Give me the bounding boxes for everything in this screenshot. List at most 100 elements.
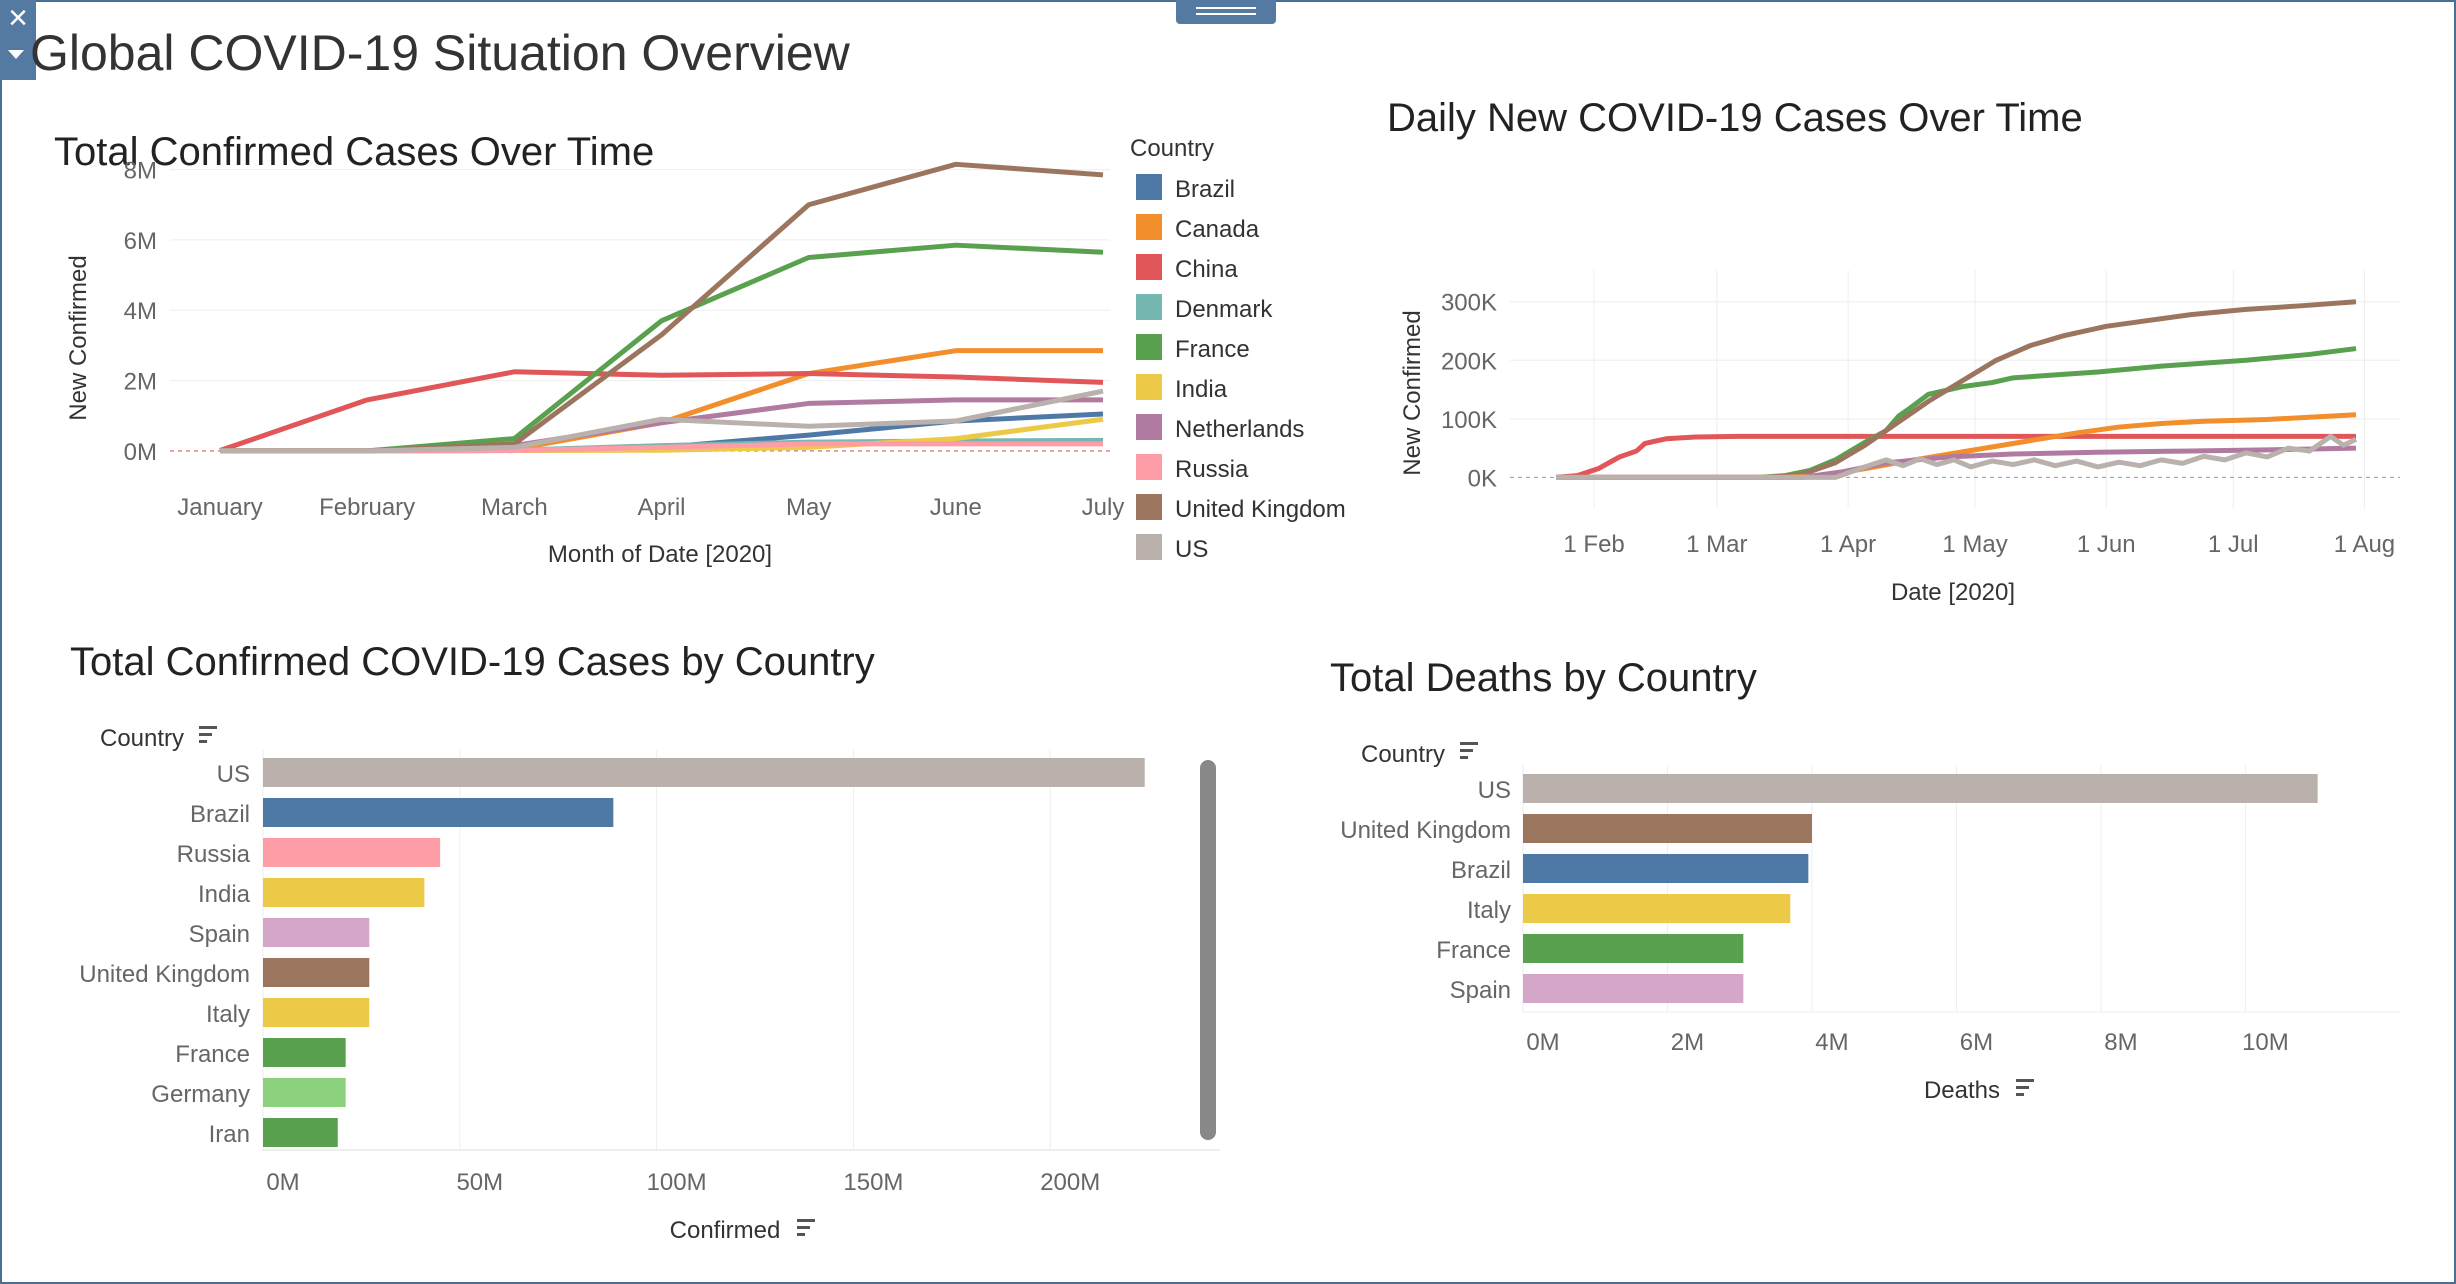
x-tick-label: 0M xyxy=(1526,1029,1559,1056)
legend-label-united-kingdom[interactable]: United Kingdom xyxy=(1175,496,1346,523)
bar-us[interactable] xyxy=(263,758,1145,787)
bar-italy[interactable] xyxy=(1523,894,1791,923)
y-tick-label: 300K xyxy=(1441,290,1497,317)
x-tick-label: June xyxy=(930,494,982,521)
y-tick-label: 100K xyxy=(1441,407,1497,434)
bar-italy[interactable] xyxy=(263,998,370,1027)
legend-swatch-brazil[interactable] xyxy=(1136,174,1162,200)
legend-label-us[interactable]: US xyxy=(1175,536,1208,563)
sort-descending-icon-bar xyxy=(2016,1086,2029,1089)
sort-descending-icon-bar xyxy=(797,1233,805,1236)
bar-us[interactable] xyxy=(1523,774,2318,803)
bar-spain[interactable] xyxy=(263,918,370,947)
sort-descending-icon[interactable] xyxy=(2016,1079,2034,1096)
x-tick-label: 2M xyxy=(1671,1029,1704,1056)
x-tick-label: 0M xyxy=(266,1169,299,1196)
series-line-china[interactable] xyxy=(1555,433,2356,480)
x-tick-label: April xyxy=(637,494,685,521)
sort-descending-icon-bar xyxy=(1460,742,1478,745)
x-tick-label: 1 Mar xyxy=(1686,531,1747,558)
bar-russia[interactable] xyxy=(263,838,441,867)
legend-swatch-france[interactable] xyxy=(1136,334,1162,360)
series-line-united-kingdom[interactable] xyxy=(220,161,1104,454)
category-label-spain: Spain xyxy=(189,921,250,948)
legend-swatch-russia[interactable] xyxy=(1136,454,1162,480)
x-tick-label: 1 Aug xyxy=(2334,531,2395,558)
chart-title-cases-by-country: Total Confirmed COVID-19 Cases by Countr… xyxy=(70,640,875,684)
sort-descending-icon[interactable] xyxy=(199,726,217,743)
y-tick-label: 6M xyxy=(124,228,157,255)
category-label-france: France xyxy=(175,1041,250,1068)
sort-descending-icon-bar xyxy=(199,740,207,743)
chart-title-deaths-by-country: Total Deaths by Country xyxy=(1330,656,1757,700)
legend-label-france[interactable]: France xyxy=(1175,336,1250,363)
x-tick-label: 1 Feb xyxy=(1563,531,1624,558)
bar-brazil[interactable] xyxy=(1523,854,1809,883)
bar-france[interactable] xyxy=(263,1038,346,1067)
legend-label-russia[interactable]: Russia xyxy=(1175,456,1249,483)
legend-title: Country xyxy=(1130,135,1214,162)
close-icon[interactable]: × xyxy=(8,0,28,37)
bar-united-kingdom[interactable] xyxy=(1523,814,1812,843)
x-tick-label: 10M xyxy=(2242,1029,2289,1056)
x-tick-label: 8M xyxy=(2104,1029,2137,1056)
sort-descending-icon-bar xyxy=(1460,749,1473,752)
scrollbar[interactable] xyxy=(1200,760,1216,1140)
legend-label-india[interactable]: India xyxy=(1175,376,1228,403)
category-label-germany: Germany xyxy=(151,1081,250,1108)
series-line-china[interactable] xyxy=(219,369,1104,453)
sort-descending-icon[interactable] xyxy=(1460,742,1478,759)
category-label-brazil: Brazil xyxy=(190,801,250,828)
bar-germany[interactable] xyxy=(263,1078,346,1107)
legend-label-brazil[interactable]: Brazil xyxy=(1175,176,1235,203)
legend-swatch-united-kingdom[interactable] xyxy=(1136,494,1162,520)
y-tick-label: 0M xyxy=(124,439,157,466)
x-tick-label: 6M xyxy=(1960,1029,1993,1056)
sort-descending-icon-bar xyxy=(797,1226,810,1229)
legend-swatch-denmark[interactable] xyxy=(1136,294,1162,320)
y-tick-label: 0K xyxy=(1468,465,1497,492)
dropdown-arrow-icon[interactable] xyxy=(8,50,24,59)
sort-descending-icon[interactable] xyxy=(797,1219,815,1236)
drag-handle-icon[interactable] xyxy=(1176,0,1276,24)
bar-brazil[interactable] xyxy=(263,798,614,827)
category-label-iran: Iran xyxy=(209,1121,250,1148)
category-label-india: India xyxy=(198,881,251,908)
bar-india[interactable] xyxy=(263,878,425,907)
chart-title-daily-cases: Daily New COVID-19 Cases Over Time xyxy=(1387,96,2083,140)
category-header: Country xyxy=(1361,741,1445,768)
category-header: Country xyxy=(100,725,184,752)
bar-france[interactable] xyxy=(1523,934,1744,963)
legend-swatch-china[interactable] xyxy=(1136,254,1162,280)
category-label-spain: Spain xyxy=(1450,977,1511,1004)
x-tick-label: 50M xyxy=(456,1169,503,1196)
y-tick-label: 4M xyxy=(124,298,157,325)
bar-united-kingdom[interactable] xyxy=(263,958,370,987)
category-label-brazil: Brazil xyxy=(1451,857,1511,884)
legend-label-netherlands[interactable]: Netherlands xyxy=(1175,416,1304,443)
x-axis-title: Confirmed xyxy=(670,1217,781,1244)
category-label-italy: Italy xyxy=(206,1001,250,1028)
x-axis-title: Date [2020] xyxy=(1891,579,2015,606)
legend-label-china[interactable]: China xyxy=(1175,256,1238,283)
series-line-us[interactable] xyxy=(1556,433,2358,480)
x-tick-label: 150M xyxy=(843,1169,903,1196)
bar-iran[interactable] xyxy=(263,1118,338,1147)
legend-swatch-india[interactable] xyxy=(1136,374,1162,400)
bar-spain[interactable] xyxy=(1523,974,1744,1003)
y-tick-label: 200K xyxy=(1441,348,1497,375)
legend-swatch-canada[interactable] xyxy=(1136,214,1162,240)
legend-swatch-netherlands[interactable] xyxy=(1136,414,1162,440)
series-line-netherlands[interactable] xyxy=(1556,445,2357,480)
x-tick-label: January xyxy=(177,494,262,521)
sort-descending-icon-bar xyxy=(2016,1093,2024,1096)
x-tick-label: 1 May xyxy=(1942,531,2007,558)
sort-descending-icon-bar xyxy=(797,1219,815,1222)
series-line-united-kingdom[interactable] xyxy=(1556,299,2357,480)
legend-label-denmark[interactable]: Denmark xyxy=(1175,296,1273,323)
legend-swatch-us[interactable] xyxy=(1136,534,1162,560)
legend-label-canada[interactable]: Canada xyxy=(1175,216,1260,243)
series-line-us[interactable] xyxy=(220,388,1104,454)
series-line-canada[interactable] xyxy=(1556,412,2357,480)
x-tick-label: March xyxy=(481,494,548,521)
